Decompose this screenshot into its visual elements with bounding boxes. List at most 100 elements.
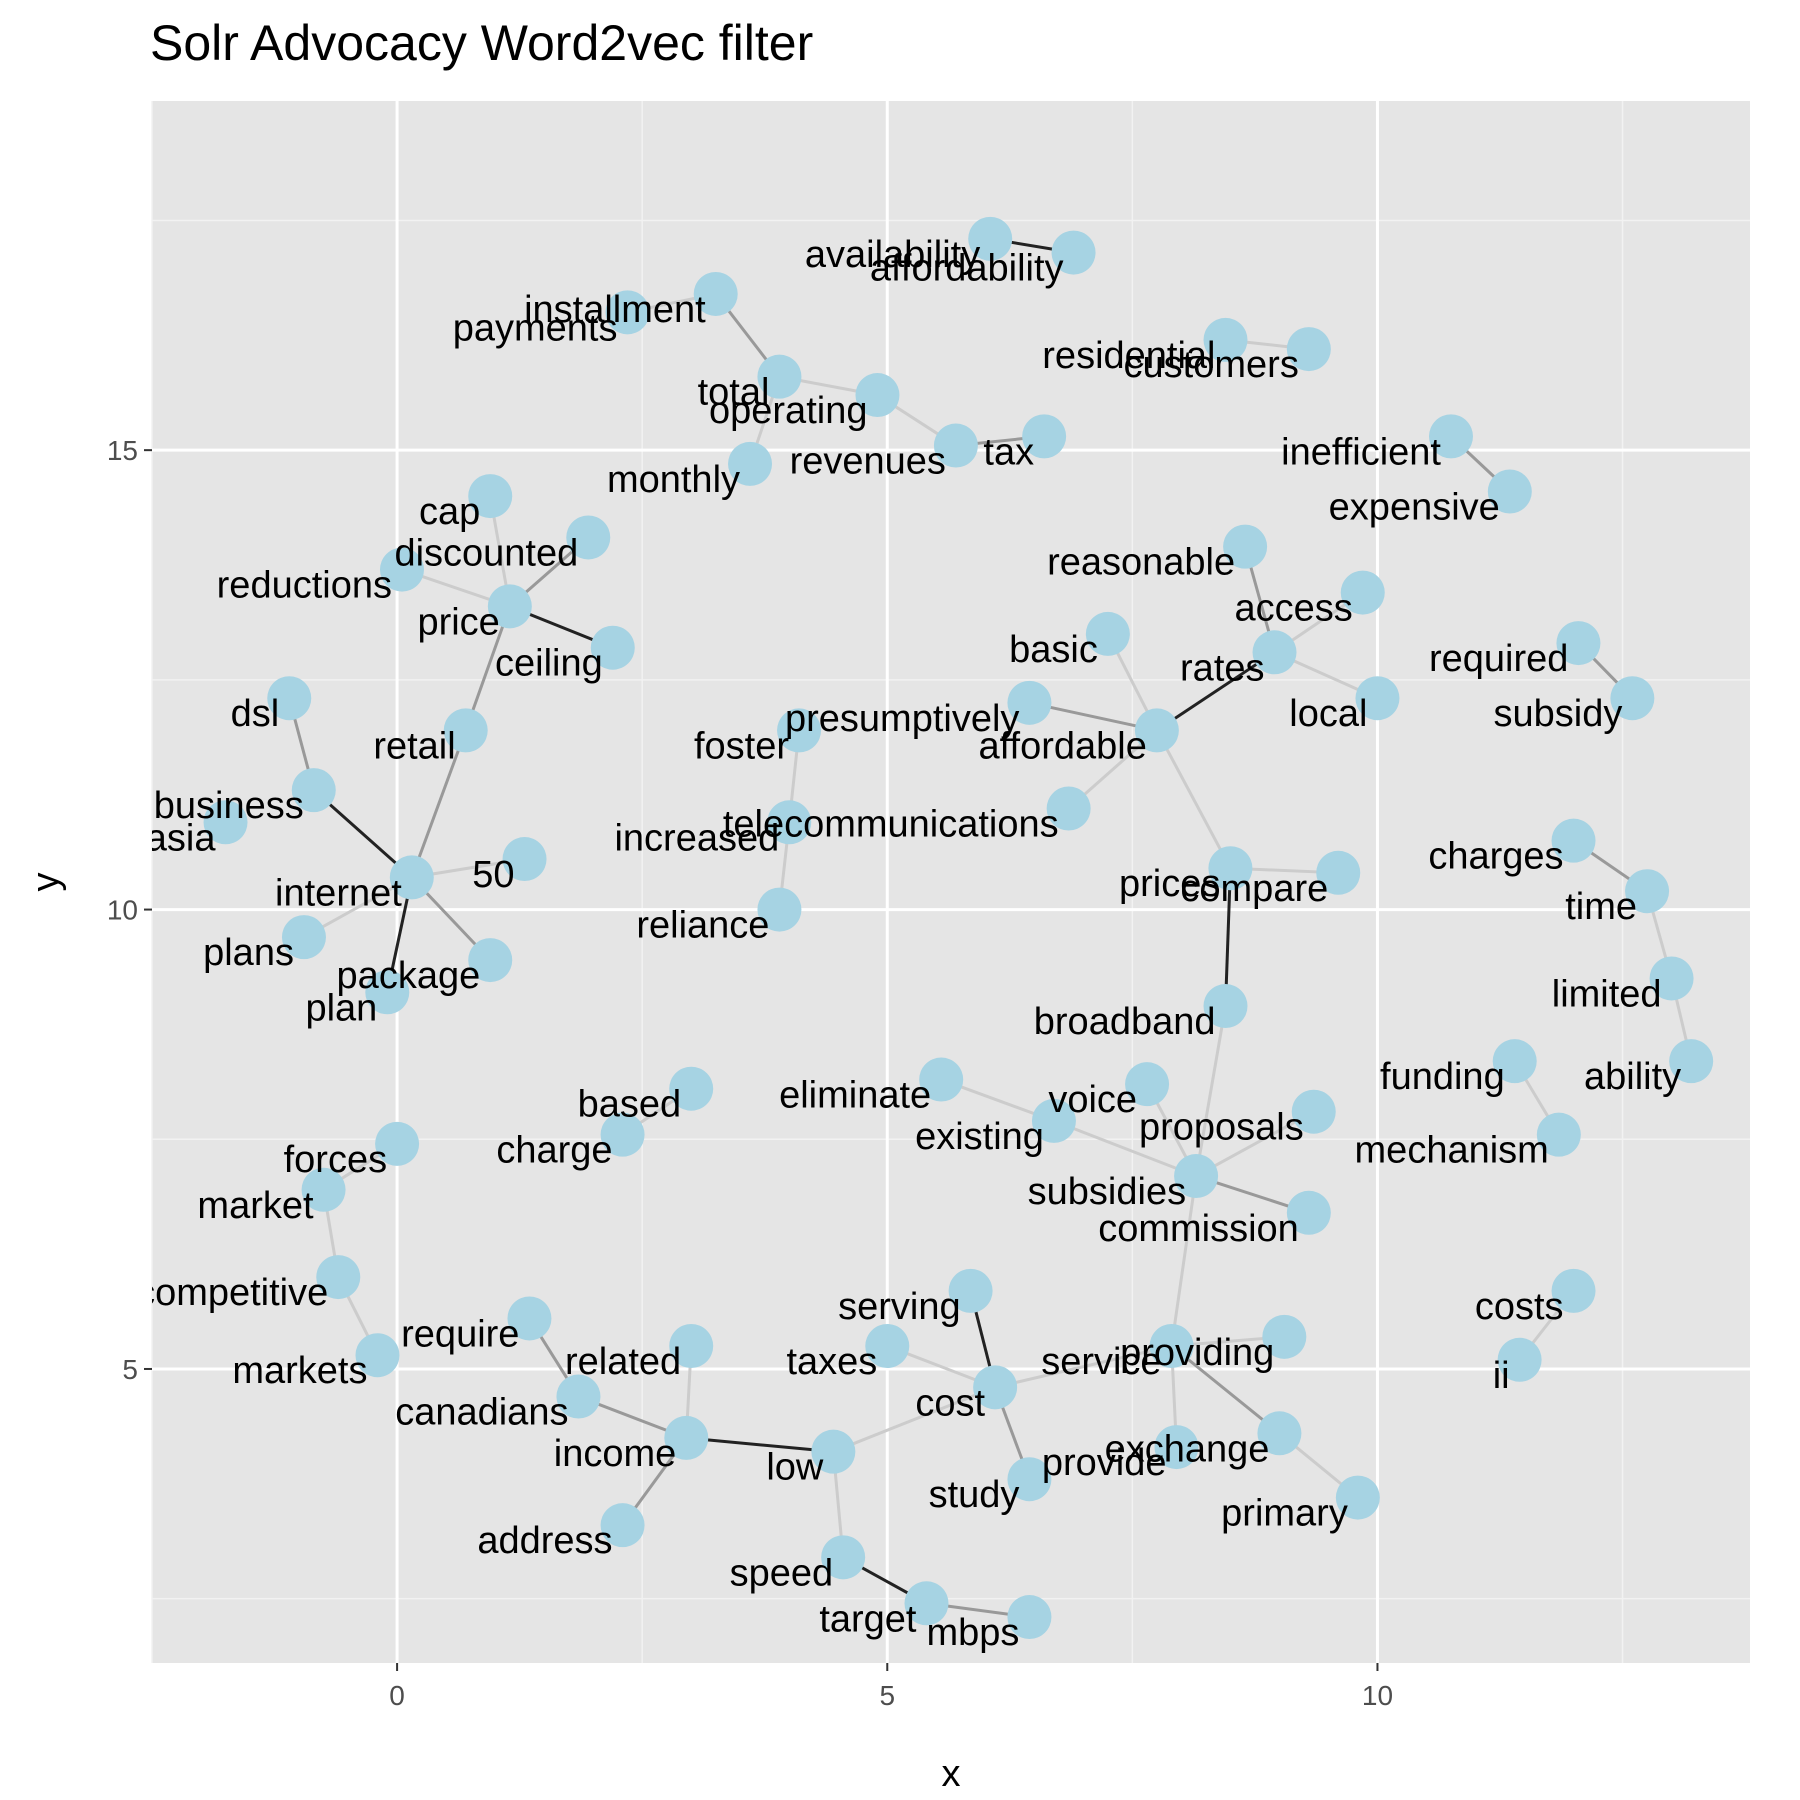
edge-cost-low — [832, 1385, 996, 1454]
node-point-voice — [1125, 1062, 1170, 1107]
node-label-exchange: exchange — [1105, 1428, 1270, 1470]
node-label-low: low — [766, 1447, 824, 1489]
node-label-serving: serving — [838, 1286, 961, 1328]
node-point-require — [507, 1296, 552, 1341]
node-label-ceiling: ceiling — [495, 643, 603, 685]
node-point-foster — [777, 708, 822, 753]
edge-broadband-subsidies — [1194, 1005, 1227, 1177]
node-label-based: based — [578, 1084, 682, 1126]
node-label-ii: ii — [1493, 1355, 1510, 1397]
node-label-availability: availability — [805, 234, 980, 276]
node-label-affordability: affordability — [870, 248, 1064, 290]
node-point-provide — [1154, 1425, 1199, 1470]
node-point-mbps — [1007, 1595, 1052, 1640]
node-label-dsl: dsl — [231, 693, 280, 735]
node-label-revenues: revenues — [790, 441, 946, 483]
node-point-payments — [605, 290, 650, 335]
node-label-retail: retail — [373, 725, 455, 767]
node-label-package: package — [337, 955, 481, 997]
node-point-subsidy — [1610, 676, 1655, 721]
x-tick-label: 5 — [879, 1680, 895, 1711]
node-point-prices — [1208, 846, 1253, 891]
node-point-serving — [948, 1268, 993, 1313]
node-label-inefficient: inefficient — [1281, 431, 1441, 473]
node-point-address — [600, 1503, 645, 1548]
node-label-subsidy: subsidy — [1494, 693, 1623, 735]
node-point-residential — [1203, 317, 1248, 362]
node-point-basic — [1085, 611, 1130, 656]
node-label-subsidies: subsidies — [1028, 1171, 1186, 1213]
node-point-charge — [600, 1112, 645, 1157]
node-label-time: time — [1565, 886, 1637, 928]
node-label-existing: existing — [915, 1116, 1044, 1158]
node-point-charges — [1551, 818, 1596, 863]
node-label-access: access — [1234, 588, 1352, 630]
node-point-increased — [767, 800, 812, 845]
node-label-charge: charge — [496, 1130, 612, 1172]
node-label-price: price — [417, 601, 499, 643]
x-tick-label: 0 — [389, 1680, 405, 1711]
node-point-low — [811, 1429, 856, 1474]
node-label-charges: charges — [1428, 836, 1563, 878]
edge-existing-subsidies — [1053, 1119, 1197, 1178]
node-label-providing: providing — [1120, 1332, 1274, 1374]
node-point-ceiling — [590, 625, 635, 670]
node-point-target — [904, 1581, 949, 1626]
node-point-proposals — [1291, 1089, 1336, 1134]
y-tick-label: 15 — [107, 435, 138, 466]
node-point-rates — [1252, 630, 1297, 675]
node-label-reasonable: reasonable — [1047, 542, 1235, 584]
node-point-reductions — [379, 547, 424, 592]
node-point-competitive — [316, 1255, 361, 1300]
node-label-study: study — [929, 1474, 1020, 1516]
node-point-ii — [1497, 1337, 1542, 1382]
node-point-business — [291, 768, 336, 813]
x-axis-title: x — [942, 1753, 961, 1795]
node-label-foster: foster — [694, 725, 789, 767]
node-point-tax — [1022, 414, 1067, 459]
node-label-ability: ability — [1584, 1056, 1681, 1098]
node-label-business: business — [154, 785, 304, 827]
edge-income-low — [686, 1436, 834, 1454]
node-label-commission: commission — [1098, 1208, 1299, 1250]
node-point-internet — [389, 855, 434, 900]
node-point-forces — [375, 1121, 420, 1166]
node-label-prices: prices — [1119, 863, 1220, 905]
chart-title: Solr Advocacy Word2vec filter — [150, 15, 813, 71]
node-label-affordable: affordable — [979, 725, 1147, 767]
node-label-customers: customers — [1124, 344, 1299, 386]
node-point-expensive — [1487, 469, 1532, 514]
node-label-proposals: proposals — [1139, 1107, 1304, 1149]
node-label-provide: provide — [1042, 1442, 1167, 1484]
node-label-speed: speed — [730, 1552, 834, 1594]
y-axis: 5 10 15 — [107, 435, 152, 1385]
node-label-compare: compare — [1180, 868, 1328, 910]
node-label-discounted: discounted — [394, 532, 578, 574]
node-point-inefficient — [1428, 414, 1473, 459]
node-label-cost: cost — [915, 1382, 985, 1424]
y-tick-label: 10 — [107, 895, 138, 926]
node-point-monthly — [728, 441, 773, 486]
node-point-study — [1007, 1457, 1052, 1502]
node-label-basic: basic — [1009, 629, 1098, 671]
node-point-customers — [1286, 327, 1331, 372]
node-point-total — [757, 354, 802, 399]
edge-service-exchange — [1170, 1344, 1281, 1435]
node-point-reasonable — [1223, 524, 1268, 569]
node-label-presumptively: presumptively — [785, 698, 1019, 740]
node-label-voice: voice — [1048, 1079, 1137, 1121]
node-label-total: total — [698, 372, 770, 414]
node-label-cap: cap — [419, 491, 480, 533]
node-point-taxes — [865, 1324, 910, 1369]
node-label-require: require — [401, 1313, 519, 1355]
node-point-affordable — [1134, 708, 1179, 753]
node-point-ability — [1669, 1039, 1714, 1084]
node-label-required: required — [1429, 638, 1568, 680]
node-label-residential: residential — [1042, 335, 1215, 377]
node-point-dsl — [267, 676, 312, 721]
node-point-installment — [693, 271, 738, 316]
edge-cost-service — [994, 1344, 1172, 1389]
node-label-service: service — [1041, 1341, 1161, 1383]
